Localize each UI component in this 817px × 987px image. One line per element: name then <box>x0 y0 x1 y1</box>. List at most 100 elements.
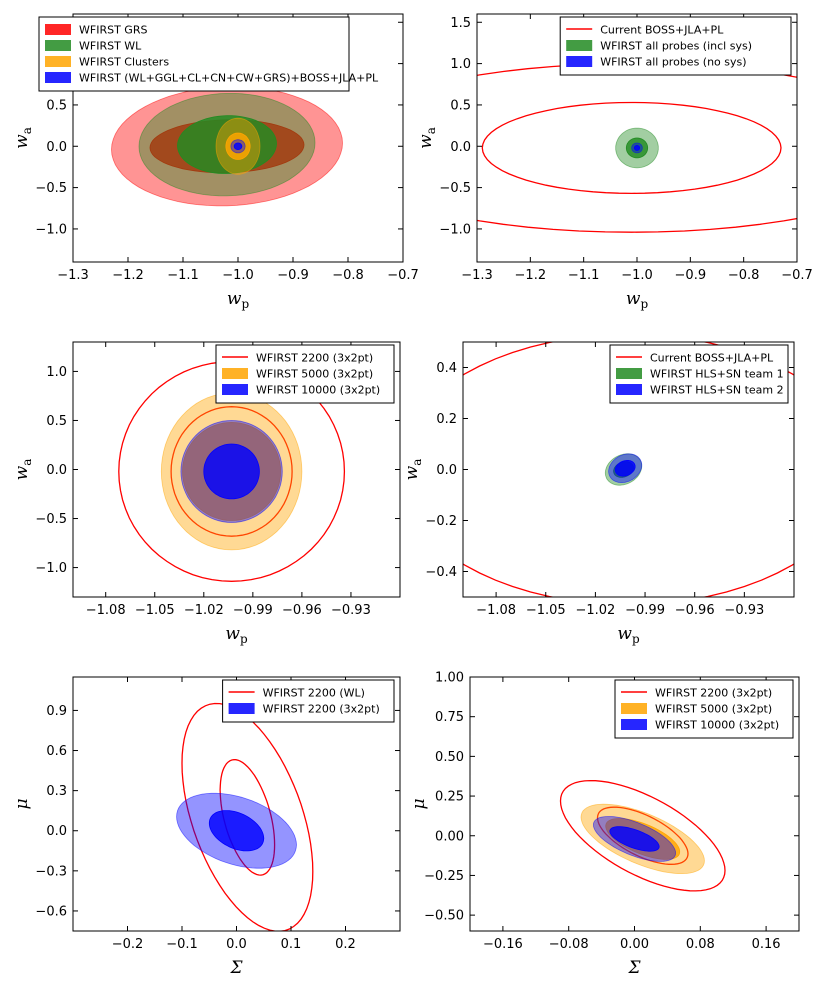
legend-patch-swatch <box>45 72 71 83</box>
x-tick-label: 0.00 <box>620 937 649 952</box>
y-tick-label: 0.6 <box>46 744 67 759</box>
y-tick-label: 0.0 <box>46 824 67 839</box>
y-axis-label: wa <box>402 459 424 481</box>
contours <box>477 62 797 233</box>
x-tick-label: −1.08 <box>86 603 126 618</box>
x-tick-label: −0.93 <box>331 603 371 618</box>
legend-patch-swatch <box>566 40 593 51</box>
x-tick-label: −1.1 <box>568 268 600 283</box>
x-tick-label: −1.3 <box>461 268 493 283</box>
legend-box <box>222 679 395 723</box>
legend-label: WFIRST (WL+GGL+CL+CN+CW+GRS)+BOSS+JLA+PL <box>79 72 379 85</box>
legend-label: WFIRST 10000 (3x2pt) <box>655 719 779 732</box>
x-tick-label: −0.16 <box>483 937 523 952</box>
y-tick-label: 1.5 <box>450 16 471 31</box>
legend-label: WFIRST all probes (incl sys) <box>600 40 752 53</box>
x-tick-label: 0.2 <box>335 937 356 952</box>
x-tick-label: −1.08 <box>476 603 516 618</box>
y-tick-label: 0.9 <box>46 704 67 719</box>
contour-1sigma-2 <box>208 810 265 852</box>
x-tick-label: −0.99 <box>625 603 665 618</box>
y-tick-label: 0.25 <box>435 790 464 805</box>
legend-box <box>38 16 350 92</box>
legend-patch-swatch <box>45 56 71 67</box>
x-axis-label: Σ <box>229 958 243 978</box>
contours <box>176 702 314 931</box>
y-tick-label: 0.00 <box>435 829 464 844</box>
legend: WFIRST 2200 (3x2pt) WFIRST 5000 (3x2pt) WF… <box>215 344 395 404</box>
legend-label: WFIRST 5000 (3x2pt) <box>655 703 772 716</box>
y-tick-label: 0.4 <box>436 361 457 376</box>
x-axis-label: wp <box>626 289 649 311</box>
legend-label: WFIRST 2200 (3x2pt) <box>256 352 373 365</box>
y-tick-label: 0.2 <box>436 412 457 427</box>
x-tick-label: −0.1 <box>166 937 198 952</box>
y-tick-label: 0.5 <box>450 98 471 113</box>
x-tick-label: −0.96 <box>282 603 322 618</box>
y-axis-label: μ <box>409 798 429 809</box>
y-tick-label: 0.0 <box>450 140 471 155</box>
contour-line-1sigma-1 <box>596 806 689 865</box>
legend: WFIRST 2200 (WL) WFIRST 2200 (3x2pt) <box>222 679 395 723</box>
x-tick-label: 0.1 <box>281 937 302 952</box>
x-tick-label: 0.08 <box>686 937 715 952</box>
x-tick-label: −0.99 <box>233 603 273 618</box>
legend: Current BOSS+JLA+PL WFIRST all probes (in… <box>559 16 792 76</box>
x-tick-label: −1.1 <box>167 268 199 283</box>
y-tick-label: −0.5 <box>35 181 67 196</box>
legend-patch-swatch <box>621 703 647 714</box>
panel-4: −1.08 −1.05 −1.02 −0.99 −0.96 −0.93 −0.4 −0.2 0.… <box>402 341 795 646</box>
legend-label: WFIRST HLS+SN team 1 <box>650 368 784 381</box>
y-tick-label: 0.5 <box>46 414 67 429</box>
contour-line-2sigma-1 <box>181 702 314 931</box>
x-tick-label: −0.9 <box>277 268 309 283</box>
x-tick-label: −1.2 <box>112 268 144 283</box>
y-tick-label: −0.2 <box>425 514 457 529</box>
x-tick-label: −0.9 <box>675 268 707 283</box>
y-axis-label: μ <box>12 798 32 809</box>
legend-patch-swatch <box>616 384 642 395</box>
x-tick-label: −0.93 <box>724 603 764 618</box>
x-tick-label: −1.05 <box>135 603 175 618</box>
legend-label: WFIRST all probes (no sys) <box>600 56 746 69</box>
x-tick-label: 0.0 <box>226 937 247 952</box>
legend-label: WFIRST 10000 (3x2pt) <box>256 384 380 397</box>
y-tick-label: 0.0 <box>436 463 457 478</box>
legend-patch-swatch <box>566 56 593 67</box>
x-tick-label: −0.7 <box>387 268 419 283</box>
contour-1sigma-3 <box>614 460 636 477</box>
y-tick-label: −0.25 <box>424 869 464 884</box>
x-tick-label: −1.02 <box>184 603 224 618</box>
contour-line-2sigma-1 <box>559 779 726 892</box>
contour-1sigma-3 <box>633 145 641 151</box>
panel-3: −1.08 −1.05 −1.02 −0.99 −0.96 −0.93 −1.0 −0.5 0.… <box>12 341 401 646</box>
y-tick-label: −1.0 <box>439 222 471 237</box>
y-axis-label: wa <box>12 127 34 149</box>
legend-patch-swatch <box>45 24 71 35</box>
y-tick-label: −0.6 <box>35 904 67 919</box>
legend-label: WFIRST Clusters <box>79 56 169 69</box>
x-tick-label: −0.8 <box>728 268 760 283</box>
x-tick-label: −0.96 <box>675 603 715 618</box>
x-tick-label: −1.02 <box>575 603 615 618</box>
y-tick-label: 1.0 <box>450 57 471 72</box>
x-tick-label: −1.2 <box>515 268 547 283</box>
legend: WFIRST 2200 (3x2pt) WFIRST 5000 (3x2pt) WF… <box>614 679 794 739</box>
contours <box>118 360 346 582</box>
panel-5: −0.2 −0.1 0.0 0.1 0.2 −0.6 −0.3 0.0 0.3 0.6 0.9 Σμ W… <box>12 676 401 978</box>
y-tick-label: 0.3 <box>46 784 67 799</box>
y-tick-label: −0.4 <box>425 565 457 580</box>
legend-label: Current BOSS+JLA+PL <box>650 352 774 365</box>
x-tick-label: −0.08 <box>549 937 589 952</box>
legend-patch-swatch <box>45 40 71 51</box>
y-tick-label: −0.5 <box>35 512 67 527</box>
x-tick-label: −1.0 <box>621 268 653 283</box>
y-tick-label: 1.00 <box>435 671 464 686</box>
legend-patch-swatch <box>621 719 647 730</box>
x-tick-label: −0.8 <box>332 268 364 283</box>
x-axis-label: wp <box>227 289 250 311</box>
x-axis-label: wp <box>225 624 248 646</box>
contour-line-1sigma-1 <box>170 406 293 537</box>
x-tick-label: 0.16 <box>752 937 781 952</box>
